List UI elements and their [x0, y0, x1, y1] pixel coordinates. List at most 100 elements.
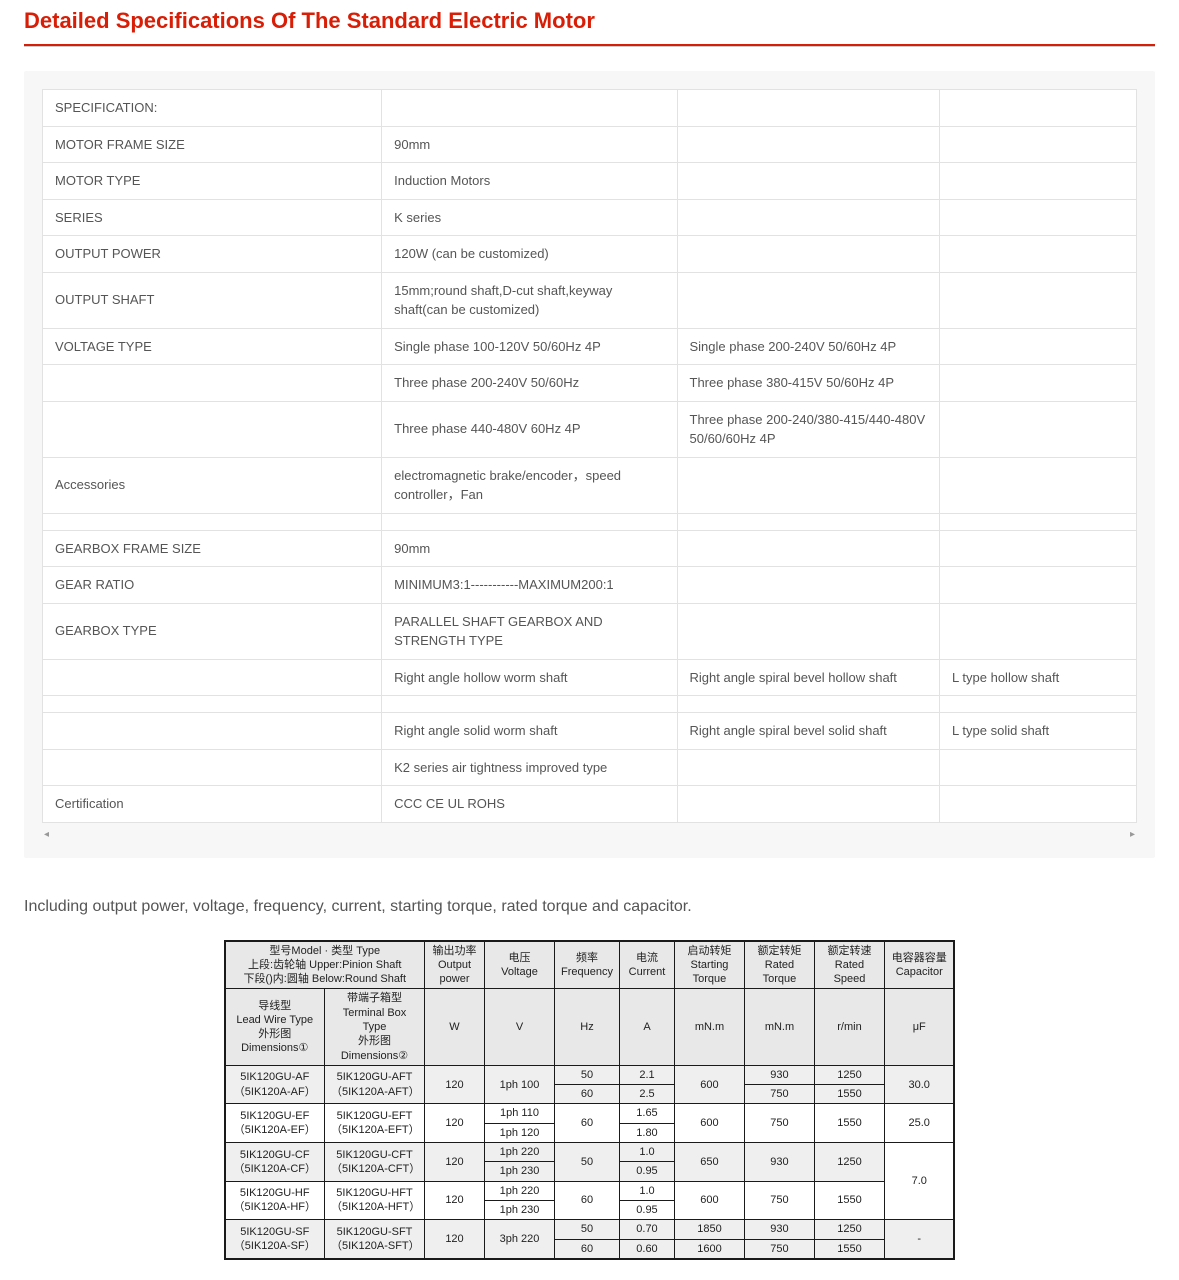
spec-cell	[677, 457, 940, 513]
data-cell: 750	[744, 1181, 814, 1220]
spec-cell: Single phase 100-120V 50/60Hz 4P	[382, 328, 677, 365]
header-cell: 频率Frequency	[555, 941, 620, 989]
spec-cell: Three phase 200-240V 50/60Hz	[382, 365, 677, 402]
data-cell: 1.80	[619, 1123, 674, 1142]
data-cell: 1.0	[619, 1181, 674, 1200]
spec-row: SERIESK series	[43, 199, 1137, 236]
spec-cell	[382, 696, 677, 713]
header-cell: 电容器容量Capacitor	[884, 941, 954, 989]
spec-cell: Three phase 380-415V 50/60Hz 4P	[677, 365, 940, 402]
spec-cell: OUTPUT SHAFT	[43, 272, 382, 328]
data-cell: 1550	[814, 1239, 884, 1259]
data-cell: 0.70	[619, 1220, 674, 1239]
data-cell: 60	[555, 1239, 620, 1259]
spec-row: CertificationCCC CE UL ROHS	[43, 786, 1137, 823]
spec-cell	[940, 603, 1137, 659]
spec-table-container: SPECIFICATION:MOTOR FRAME SIZE90mmMOTOR …	[24, 71, 1155, 858]
spec-cell	[940, 236, 1137, 273]
data-cell: 930	[744, 1065, 814, 1084]
spec-cell: electromagnetic brake/encoder，speed cont…	[382, 457, 677, 513]
spec-row: OUTPUT POWER120W (can be customized)	[43, 236, 1137, 273]
data-cell: 2.1	[619, 1065, 674, 1084]
header-cell: 启动转矩Starting Torque	[674, 941, 744, 989]
spec-cell	[43, 401, 382, 457]
spec-cell	[940, 90, 1137, 127]
spec-cell	[677, 126, 940, 163]
spec-row: GEARBOX FRAME SIZE90mm	[43, 530, 1137, 567]
data-cell: 1.0	[619, 1143, 674, 1162]
scroll-right-icon[interactable]: ▸	[1130, 829, 1135, 840]
spec-cell	[677, 786, 940, 823]
header-cell: 型号Model · 类型 Type上段:齿轮轴 Upper:Pinion Sha…	[225, 941, 425, 989]
data-cell: 60	[555, 1085, 620, 1104]
spec-cell: Single phase 200-240V 50/60Hz 4P	[677, 328, 940, 365]
spec-row: OUTPUT SHAFT15mm;round shaft,D-cut shaft…	[43, 272, 1137, 328]
spec-cell	[940, 530, 1137, 567]
data-cell: 0.60	[619, 1239, 674, 1259]
spec-cell: L type hollow shaft	[940, 659, 1137, 696]
spec-cell	[677, 530, 940, 567]
spec-cell	[677, 199, 940, 236]
spec-cell: MOTOR TYPE	[43, 163, 382, 200]
spec-cell: 90mm	[382, 126, 677, 163]
spec-cell	[677, 272, 940, 328]
header-cell: Hz	[555, 989, 620, 1065]
spec-cell: Right angle solid worm shaft	[382, 713, 677, 750]
header-cell: W	[425, 989, 485, 1065]
spec-table: SPECIFICATION:MOTOR FRAME SIZE90mmMOTOR …	[42, 89, 1137, 823]
spec-cell	[382, 513, 677, 530]
spec-cell: L type solid shaft	[940, 713, 1137, 750]
data-cell: 50	[555, 1220, 620, 1239]
data-cell: 1250	[814, 1220, 884, 1239]
spec-cell	[43, 749, 382, 786]
spec-cell: Right angle spiral bevel hollow shaft	[677, 659, 940, 696]
spec-cell	[677, 603, 940, 659]
data-cell: 120	[425, 1181, 485, 1220]
spec-cell	[677, 696, 940, 713]
spec-row: K2 series air tightness improved type	[43, 749, 1137, 786]
header-cell: mN.m	[674, 989, 744, 1065]
spec-row: Right angle hollow worm shaftRight angle…	[43, 659, 1137, 696]
scroll-left-icon[interactable]: ◂	[44, 829, 49, 840]
spec-cell: Three phase 440-480V 60Hz 4P	[382, 401, 677, 457]
spec-row: Right angle solid worm shaftRight angle …	[43, 713, 1137, 750]
data-cell: 1ph 230	[485, 1162, 555, 1181]
data-cell: 5IK120GU-HF（5IK120A-HF）	[225, 1181, 325, 1220]
spec-cell	[382, 90, 677, 127]
data-cell: 60	[555, 1181, 620, 1220]
data-cell: 120	[425, 1143, 485, 1182]
data-cell: 1ph 230	[485, 1200, 555, 1219]
spec-cell: 90mm	[382, 530, 677, 567]
data-cell: 1ph 220	[485, 1181, 555, 1200]
data-cell: 1600	[674, 1239, 744, 1259]
data-cell: 5IK120GU-SF（5IK120A-SF）	[225, 1220, 325, 1259]
title-underline-grey	[24, 46, 1155, 47]
spec-cell: OUTPUT POWER	[43, 236, 382, 273]
header-cell: 导线型Lead Wire Type外形图Dimensions①	[225, 989, 325, 1065]
spec-cell: VOLTAGE TYPE	[43, 328, 382, 365]
header-cell: V	[485, 989, 555, 1065]
spec-cell: CCC CE UL ROHS	[382, 786, 677, 823]
data-cell: 120	[425, 1104, 485, 1143]
spec-cell	[940, 567, 1137, 604]
spec-cell	[940, 749, 1137, 786]
spec-cell: GEAR RATIO	[43, 567, 382, 604]
spec-cell	[43, 659, 382, 696]
data-cell: 5IK120GU-HFT（5IK120A-HFT）	[325, 1181, 425, 1220]
spec-row: Three phase 440-480V 60Hz 4PThree phase …	[43, 401, 1137, 457]
data-cell: 50	[555, 1143, 620, 1182]
spec-row: Three phase 200-240V 50/60HzThree phase …	[43, 365, 1137, 402]
spec-cell: Certification	[43, 786, 382, 823]
data-cell: 120	[425, 1220, 485, 1259]
spec-cell	[43, 513, 382, 530]
spec-cell	[940, 126, 1137, 163]
spec-cell: Induction Motors	[382, 163, 677, 200]
motor-data-table: 型号Model · 类型 Type上段:齿轮轴 Upper:Pinion Sha…	[224, 940, 956, 1260]
spec-cell: Three phase 200-240/380-415/440-480V 50/…	[677, 401, 940, 457]
spec-cell	[940, 163, 1137, 200]
data-cell: 5IK120GU-SFT（5IK120A-SFT）	[325, 1220, 425, 1259]
header-cell: A	[619, 989, 674, 1065]
data-cell: 0.95	[619, 1200, 674, 1219]
spec-row	[43, 696, 1137, 713]
spec-cell: SPECIFICATION:	[43, 90, 382, 127]
